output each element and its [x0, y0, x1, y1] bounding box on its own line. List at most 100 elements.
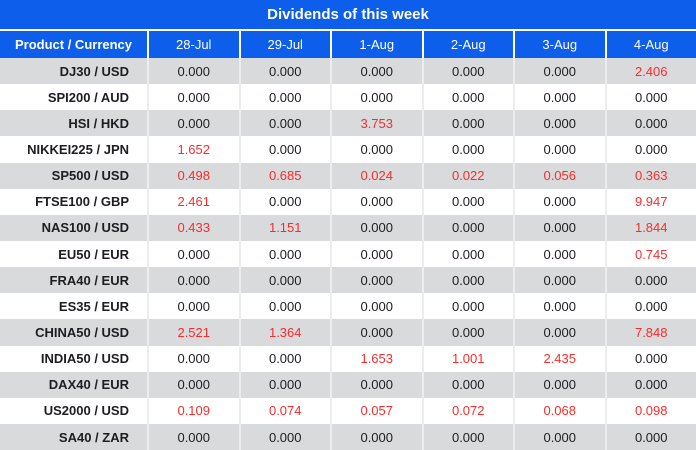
dividend-value: 0.000	[604, 423, 696, 450]
dividend-value: 0.000	[238, 110, 331, 137]
table-row: FTSE100 / GBP 2.461 0.000 0.000 0.000 0.000 9.…	[0, 188, 696, 215]
table-row: DAX40 / EUR 0.000 0.000 0.000 0.000 0.000 0.00…	[0, 371, 696, 398]
dividend-value: 0.000	[330, 214, 422, 241]
dividend-value: 0.074	[238, 397, 331, 424]
dividend-value: 0.000	[330, 84, 422, 111]
dividend-value: 0.000	[604, 371, 696, 398]
dividend-value: 0.000	[147, 267, 239, 294]
table-row: HSI / HKD 0.000 0.000 3.753 0.000 0.000 0.000	[0, 110, 696, 137]
product-currency-label: US2000 / USD	[43, 403, 129, 419]
table-row: INDIA50 / USD 0.000 0.000 1.653 1.001 2.435 0.…	[0, 345, 696, 372]
dividend-value: 0.000	[238, 293, 331, 320]
dividend-value: 0.000	[330, 423, 422, 450]
dividend-value: 0.000	[330, 136, 422, 163]
dividend-value: 0.363	[604, 162, 696, 189]
dividend-value: 0.000	[238, 423, 331, 450]
product-currency-label: SPI200 / AUD	[47, 89, 129, 105]
table-body: DJ30 / USD 0.000 0.000 0.000 0.000 0.000 2.406…	[0, 58, 696, 450]
dividend-value: 0.000	[330, 267, 422, 294]
dividend-value: 0.000	[604, 267, 696, 294]
product-currency-label: CHINA50 / USD	[35, 324, 129, 340]
dividend-value: 1.364	[238, 319, 331, 346]
dividend-value: 0.000	[513, 319, 605, 346]
table-row: NAS100 / USD 0.433 1.151 0.000 0.000 0.000 1.8…	[0, 214, 696, 241]
table-row: US2000 / USD 0.109 0.074 0.057 0.072 0.068 0.0…	[0, 397, 696, 424]
dividend-value: 0.000	[513, 214, 605, 241]
product-currency-label: EU50 / EUR	[58, 246, 129, 262]
dividend-value: 0.000	[238, 371, 331, 398]
product-currency-label: ES35 / EUR	[58, 298, 129, 314]
dividend-value: 0.000	[513, 423, 605, 450]
dividend-value: 0.022	[421, 162, 514, 189]
dividend-value: 1.653	[330, 345, 422, 372]
dividend-value: 0.000	[421, 188, 514, 215]
column-header-date: 1-Aug	[330, 31, 422, 58]
dividend-value: 0.000	[147, 423, 239, 450]
dividend-value: 0.000	[421, 58, 514, 85]
product-currency-label: NAS100 / USD	[41, 220, 129, 236]
column-header-date: 3-Aug	[513, 31, 605, 58]
dividend-value: 0.000	[421, 84, 514, 111]
table-row: DJ30 / USD 0.000 0.000 0.000 0.000 0.000 2.406	[0, 58, 696, 85]
dividend-value: 0.072	[421, 397, 514, 424]
table-row: CHINA50 / USD 2.521 1.364 0.000 0.000 0.000 7.…	[0, 319, 696, 346]
table-row: EU50 / EUR 0.000 0.000 0.000 0.000 0.000 0.745	[0, 240, 696, 268]
dividend-value: 1.652	[147, 136, 239, 163]
dividend-value: 0.000	[421, 110, 514, 137]
dividend-value: 0.000	[147, 371, 239, 398]
dividend-value: 0.000	[330, 371, 422, 398]
dividend-value: 0.000	[330, 240, 422, 268]
dividend-value: 0.745	[604, 240, 696, 268]
dividend-value: 0.109	[147, 397, 239, 424]
dividend-value: 0.000	[604, 136, 696, 163]
dividend-value: 0.000	[147, 345, 239, 372]
dividend-value: 7.848	[604, 319, 696, 346]
dividend-value: 9.947	[604, 188, 696, 215]
dividend-value: 1.844	[604, 214, 696, 241]
dividend-value: 0.000	[238, 240, 331, 268]
dividend-value: 0.000	[147, 84, 239, 111]
dividend-value: 3.753	[330, 110, 422, 137]
dividend-value: 0.000	[421, 423, 514, 450]
dividend-value: 0.000	[421, 293, 514, 320]
dividend-value: 0.000	[421, 267, 514, 294]
dividend-value: 0.000	[330, 58, 422, 85]
dividend-value: 0.000	[147, 110, 239, 137]
dividend-value: 0.000	[421, 214, 514, 241]
dividend-value: 0.000	[513, 188, 605, 215]
dividend-value: 0.498	[147, 162, 239, 189]
dividend-value: 0.056	[513, 162, 605, 189]
dividend-value: 0.000	[147, 58, 239, 85]
product-currency-label: DJ30 / USD	[59, 63, 129, 79]
dividend-value: 2.461	[147, 188, 239, 215]
dividend-value: 0.000	[513, 371, 605, 398]
table-row: SP500 / USD 0.498 0.685 0.024 0.022 0.056 0.36…	[0, 162, 696, 189]
product-currency-label: INDIA50 / USD	[40, 351, 129, 367]
dividend-value: 0.024	[330, 162, 422, 189]
dividend-value: 0.000	[513, 267, 605, 294]
dividend-value: 0.000	[513, 110, 605, 137]
dividend-value: 0.000	[238, 136, 331, 163]
dividend-value: 0.000	[513, 58, 605, 85]
dividend-value: 0.000	[513, 293, 605, 320]
dividend-value: 0.000	[421, 240, 514, 268]
table-row: SPI200 / AUD 0.000 0.000 0.000 0.000 0.000 0.0…	[0, 84, 696, 111]
product-currency-label: NIKKEI225 / JPN	[27, 141, 129, 157]
column-header-date: 28-Jul	[147, 31, 239, 58]
dividend-value: 0.000	[421, 319, 514, 346]
product-currency-label: SP500 / USD	[51, 168, 129, 184]
product-currency-label: DAX40 / EUR	[48, 377, 129, 393]
table-title: Dividends of this week	[0, 0, 696, 31]
dividend-value: 0.068	[513, 397, 605, 424]
dividend-value: 0.000	[421, 371, 514, 398]
dividend-value: 1.001	[421, 345, 514, 372]
product-currency-label: SA40 / ZAR	[58, 429, 129, 445]
product-currency-label: FTSE100 / GBP	[35, 194, 129, 210]
dividend-value: 0.000	[238, 84, 331, 111]
dividend-value: 0.000	[238, 345, 331, 372]
dividend-value: 0.000	[513, 136, 605, 163]
dividend-value: 0.000	[604, 110, 696, 137]
table-row: ES35 / EUR 0.000 0.000 0.000 0.000 0.000 0.000	[0, 293, 696, 320]
column-header-date: 4-Aug	[604, 31, 696, 58]
